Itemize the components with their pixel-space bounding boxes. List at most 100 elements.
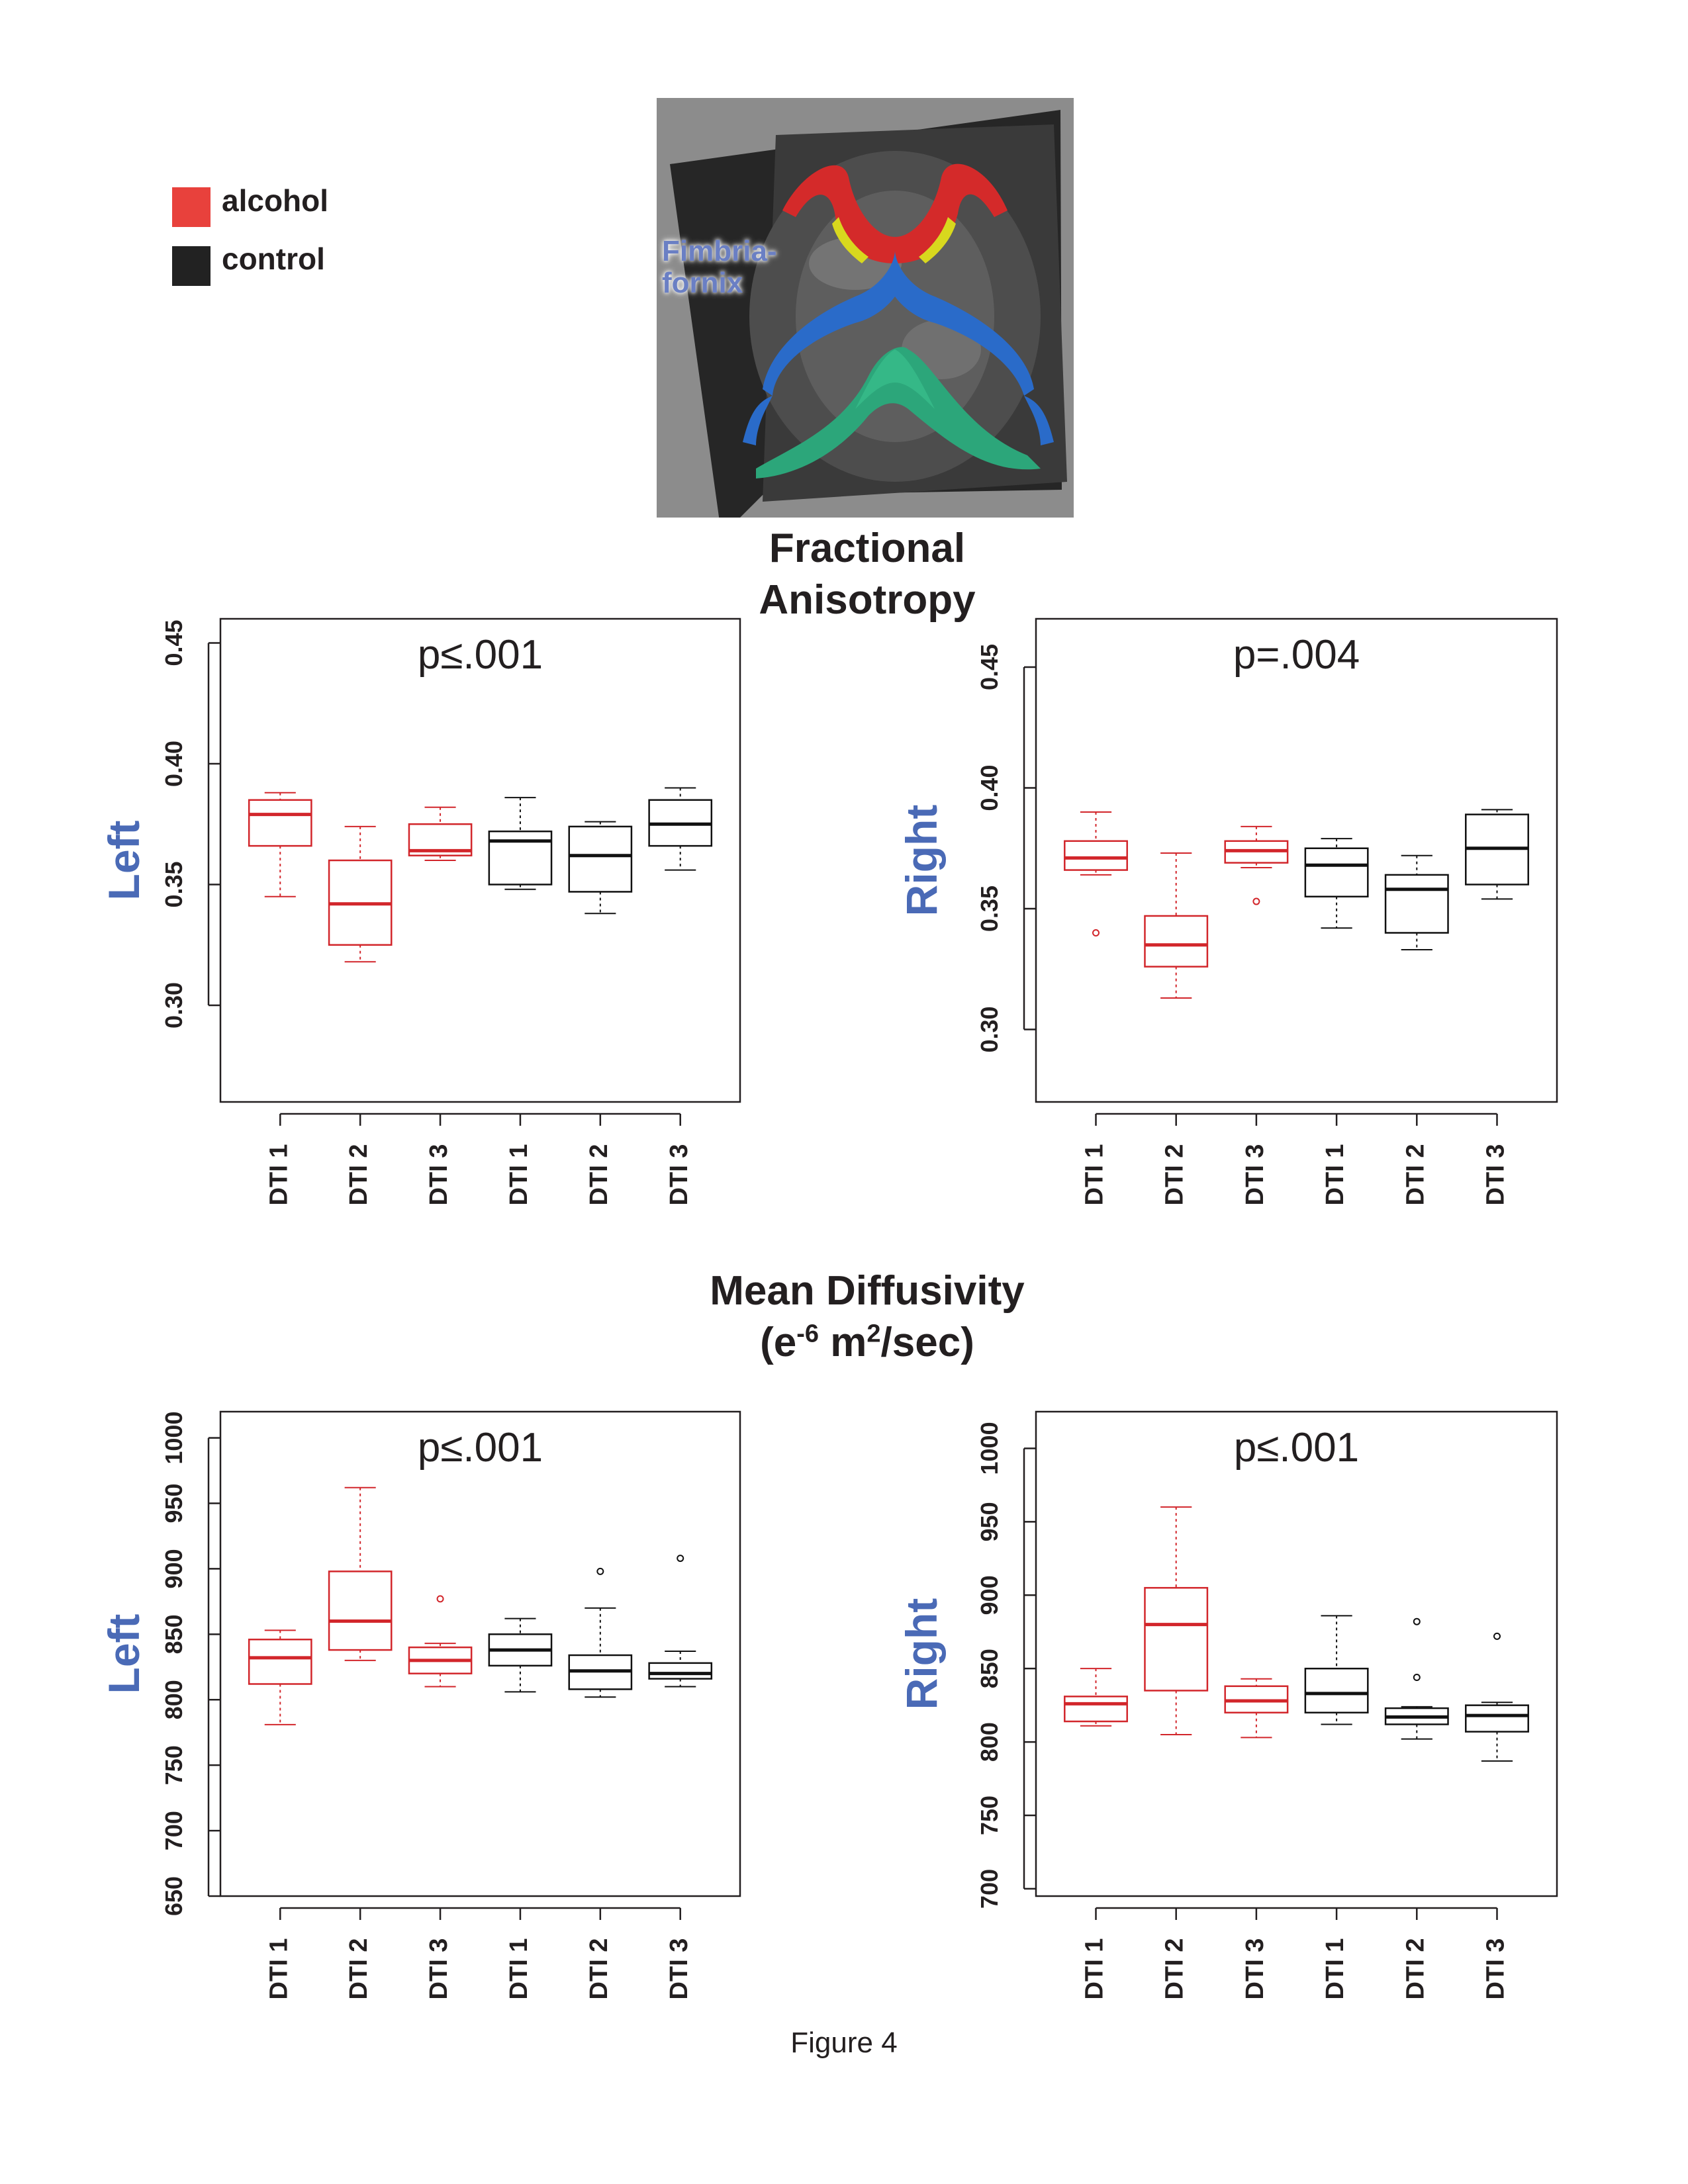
brain-tractography-image [657,98,1074,518]
x-category-label: DTI 2 [1401,1938,1429,2000]
md-title-line1: Mean Diffusivity [710,1268,1025,1314]
y-tick-label: 950 [160,1483,187,1523]
box-alcohol-3 [1224,825,1289,905]
box-control-3 [1465,1632,1529,1762]
y-tick-label: 700 [976,1869,1003,1909]
y-tick-label: 650 [160,1876,187,1916]
side-label: Right [897,1598,946,1710]
x-category-label: DTI 2 [345,1144,373,1206]
x-category-label: DTI 2 [1401,1144,1429,1206]
x-category-label: DTI 2 [1161,1938,1189,2000]
y-tick-label: 850 [160,1614,187,1654]
y-tick-label: 900 [976,1575,1003,1615]
x-category-label: DTI 1 [265,1938,293,2000]
box-alcohol-2 [328,1486,393,1661]
box-control-2 [1384,1617,1449,1740]
md-section-title: Mean Diffusivity (e-6 m2/sec) [596,1265,1139,1368]
side-label: Left [99,820,148,900]
x-category-label: DTI 3 [1482,1144,1510,1206]
side-label: Right [897,805,946,917]
p-value-label: p≤.001 [418,632,543,678]
x-category-label: DTI 2 [1161,1144,1189,1206]
plot-frame [219,1410,741,1897]
x-category-label: DTI 1 [1081,1144,1109,1206]
box-control-3 [1465,809,1529,900]
box-iqr [568,825,633,893]
box-iqr [1384,874,1449,934]
box-iqr [1144,1586,1209,1692]
y-tick-label: 850 [976,1649,1003,1688]
md-units-exp2: 2 [867,1319,881,1347]
box-control-2 [568,821,633,915]
box-control-1 [1304,1615,1369,1725]
y-tick-label: 0.35 [976,886,1003,932]
y-tick-label: 800 [976,1722,1003,1762]
md-units-m: m [819,1319,867,1365]
box-iqr [1144,915,1209,968]
x-category-label: DTI 3 [1482,1938,1510,2000]
y-tick-label: 950 [976,1502,1003,1541]
x-category-label: DTI 2 [345,1938,373,2000]
box-control-1 [488,797,553,890]
box-iqr [1304,847,1369,897]
box-iqr [328,1570,393,1651]
y-tick-label: 0.30 [160,982,187,1028]
outlier-point [1252,897,1260,905]
box-alcohol-1 [248,792,312,897]
fimbria-label-line2: fornix [662,267,743,300]
box-alcohol-1 [1064,811,1128,936]
outlier-point [1092,929,1100,936]
chart-md_left: p≤.001 650 700 750 800 850 900 950 1000 Left DTI 1… [99,1410,741,2000]
box-control-2 [568,1567,633,1698]
box-iqr [1465,1704,1529,1733]
box-iqr [1064,840,1128,871]
plot-frame [219,617,741,1103]
outlier-point [677,1555,684,1563]
md-units-close: /sec) [880,1319,974,1365]
box-alcohol-1 [248,1629,312,1725]
box-alcohol-3 [1224,1678,1289,1739]
box-alcohol-2 [1144,1506,1209,1735]
outlier-point [596,1567,604,1575]
box-control-1 [488,1617,553,1693]
fa-title-line2: Anisotropy [759,576,976,623]
y-tick-label: 800 [160,1680,187,1719]
box-alcohol-2 [328,825,393,963]
fa-title-line1: Fractional [769,525,966,571]
x-category-label: DTI 1 [265,1144,293,1206]
y-tick-label: 900 [160,1549,187,1588]
md-units-open: (e [760,1319,797,1365]
md-title-line2: (e-6 m2/sec) [596,1317,1139,1369]
box-iqr [1064,1696,1128,1723]
md-units-exp1: -6 [796,1319,820,1347]
box-alcohol-3 [408,806,473,861]
fimbria-fornix-label: Fimbria- fornix [662,235,777,300]
x-category-label: DTI 3 [665,1938,693,2000]
y-tick-label: 750 [160,1745,187,1785]
y-tick-label: 0.40 [160,741,187,787]
y-tick-label: 0.45 [976,644,1003,690]
p-value-label: p≤.001 [418,1425,543,1471]
y-tick-label: 0.30 [976,1006,1003,1052]
x-category-label: DTI 1 [1321,1144,1349,1206]
y-tick-label: 0.40 [976,764,1003,811]
box-alcohol-3 [408,1595,473,1688]
outlier-point [1413,1617,1421,1625]
box-control-3 [648,1555,713,1688]
y-tick-label: 700 [160,1811,187,1850]
outlier-point [1493,1632,1501,1640]
side-label: Left [99,1614,148,1694]
x-category-label: DTI 1 [1321,1938,1349,2000]
fa-section-title: Fractional Anisotropy [662,523,1072,625]
box-control-2 [1384,854,1449,951]
box-iqr [248,1638,312,1685]
p-value-label: p=.004 [1233,632,1360,678]
box-iqr [248,799,312,847]
plot-frame [1035,1410,1558,1897]
x-category-label: DTI 1 [505,1938,533,2000]
chart-fa_right: p=.004 0.30 0.35 0.40 0.45 Right DTI 1 DTI 2 DTI… [897,617,1558,1206]
legend-swatch-alcohol [172,187,211,227]
legend-swatch-control [172,246,211,286]
y-tick-label: 0.35 [160,861,187,907]
